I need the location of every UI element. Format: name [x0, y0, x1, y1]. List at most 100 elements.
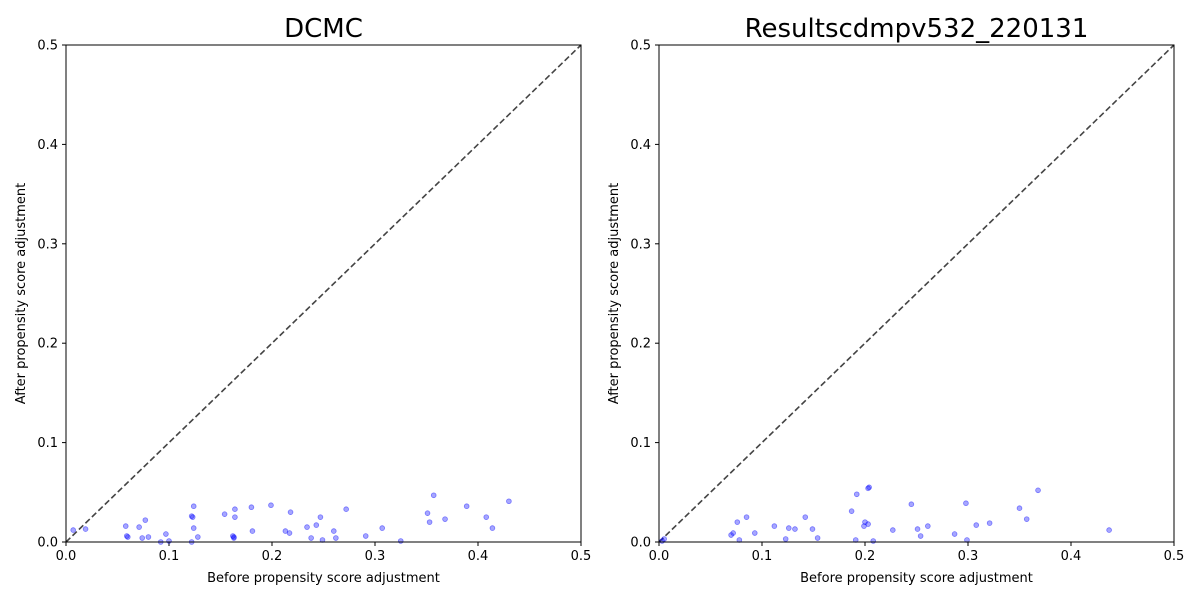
right-data-point	[771, 523, 778, 529]
right-data-point	[730, 530, 736, 536]
left-data-point	[330, 528, 337, 534]
left-data-point	[282, 528, 289, 534]
right-y-tick-label: 0.4	[630, 138, 651, 153]
left-data-point	[317, 514, 324, 520]
left-data-point	[189, 514, 196, 520]
left-y-tick-label: 0.5	[37, 39, 58, 54]
right-data-point	[973, 522, 980, 528]
right-data-point	[848, 508, 855, 514]
right-x-tick-label: 0.3	[958, 549, 979, 564]
left-data-point	[231, 534, 237, 540]
left-data-point	[426, 519, 433, 525]
panel-left: 0.0 0.1 0.2 0.3 0.4 0.5 0.0 0.1 0.2 0.3 0.4 0.5 DCM…	[14, 14, 591, 586]
left-data-point	[190, 525, 197, 531]
left-data-point	[136, 524, 142, 530]
left-data-point	[506, 498, 512, 505]
left-x-tick-label: 0.3	[365, 549, 386, 564]
right-x-tick-label: 0.2	[855, 549, 876, 564]
right-y-tick-label: 0.5	[630, 39, 651, 54]
left-data-point	[82, 526, 89, 532]
right-data-point	[925, 523, 931, 529]
left-data-point	[166, 538, 172, 544]
right-data-point	[802, 514, 809, 520]
right-data-point	[986, 520, 993, 526]
right-data-point	[1035, 487, 1041, 494]
right-data-point	[914, 526, 921, 532]
right-data-point	[890, 527, 896, 533]
left-x-tick-label: 0.5	[571, 549, 592, 564]
left-data-point	[287, 509, 294, 515]
right-data-point	[1106, 527, 1112, 533]
right-plot-frame	[658, 44, 1175, 543]
right-y-tick-label: 0.2	[630, 337, 651, 352]
left-data-point	[231, 535, 237, 541]
right-data-point	[865, 485, 871, 492]
left-x-tick-label: 0.4	[468, 549, 489, 564]
left-data-point	[125, 534, 131, 540]
right-x-tick-label: 0.0	[649, 549, 670, 564]
left-data-point	[122, 523, 129, 529]
right-data-point	[951, 531, 958, 537]
left-data-point	[424, 510, 431, 516]
right-data-point	[785, 525, 792, 531]
left-chart-title: DCMC	[284, 14, 363, 44]
right-data-point	[661, 536, 667, 542]
left-data-point	[463, 503, 470, 510]
left-data-point	[442, 516, 448, 522]
left-data-point	[333, 535, 339, 541]
left-data-point	[313, 522, 320, 528]
right-data-point	[917, 533, 924, 539]
left-y-tick-label: 0.4	[37, 138, 58, 153]
left-y-tick-label: 0.1	[37, 436, 58, 451]
left-scatter-points	[70, 492, 512, 545]
right-data-point	[743, 514, 750, 520]
left-data-point	[489, 525, 496, 531]
left-y-tick-label: 0.3	[37, 237, 58, 252]
right-ticks: 0.0 0.1 0.2 0.3 0.4 0.5 0.0 0.1 0.2 0.3 0.4 0.5	[630, 39, 1184, 565]
left-data-point	[268, 502, 274, 509]
left-plot-frame	[65, 44, 582, 543]
left-data-point	[190, 503, 197, 510]
left-y-axis-label: After propensity score adjustment	[14, 183, 29, 404]
right-y-tick-label: 0.1	[630, 436, 651, 451]
left-data-point	[430, 492, 437, 499]
right-scatter-points	[659, 484, 1112, 544]
right-data-point	[865, 521, 871, 527]
right-x-tick-label: 0.1	[752, 549, 773, 564]
left-data-point	[248, 504, 255, 511]
left-data-point	[308, 535, 314, 541]
right-data-point	[1023, 516, 1030, 522]
left-reference-diagonal	[65, 44, 582, 543]
right-data-point	[861, 523, 867, 529]
left-data-point	[232, 514, 238, 520]
panel-right: 0.0 0.1 0.2 0.3 0.4 0.5 0.0 0.1 0.2 0.3 0.4 0.5 Res…	[607, 14, 1184, 586]
right-x-axis-label: Before propensity score adjustment	[800, 571, 1033, 586]
right-x-tick-label: 0.4	[1061, 549, 1082, 564]
left-data-point	[232, 506, 238, 512]
left-data-point	[142, 517, 149, 523]
left-data-point	[145, 534, 152, 540]
left-x-axis-label: Before propensity score adjustment	[207, 571, 440, 586]
left-data-point	[221, 511, 228, 517]
left-data-point	[123, 533, 130, 539]
left-y-tick-label: 0.0	[37, 536, 58, 551]
right-data-point	[866, 484, 872, 491]
right-reference-diagonal	[658, 44, 1175, 543]
left-y-tick-label: 0.2	[37, 337, 58, 352]
left-data-point	[304, 524, 310, 530]
right-data-point	[963, 500, 969, 507]
right-data-point	[814, 535, 821, 541]
right-data-point	[728, 532, 734, 538]
right-y-tick-label: 0.0	[630, 536, 651, 551]
left-data-point	[343, 506, 349, 512]
right-data-point	[792, 526, 798, 532]
left-data-point	[397, 538, 404, 544]
right-y-axis-label: After propensity score adjustment	[607, 183, 622, 404]
right-data-point	[782, 536, 789, 542]
right-data-point	[853, 491, 860, 498]
left-ticks: 0.0 0.1 0.2 0.3 0.4 0.5 0.0 0.1 0.2 0.3 0.4 0.5	[37, 39, 591, 565]
right-data-point	[908, 501, 915, 508]
left-data-point	[188, 513, 195, 519]
left-data-point	[483, 514, 490, 520]
